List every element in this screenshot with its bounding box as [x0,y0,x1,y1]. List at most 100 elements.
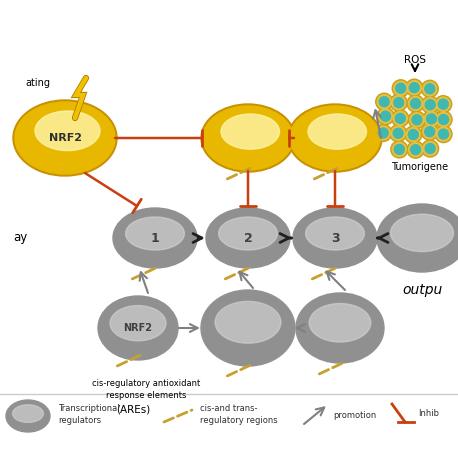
Circle shape [410,113,424,127]
Ellipse shape [308,114,366,149]
Ellipse shape [98,296,178,360]
Text: 1: 1 [151,231,159,245]
Ellipse shape [110,305,166,341]
Ellipse shape [6,400,50,432]
Ellipse shape [206,208,290,268]
Text: Inhib: Inhib [418,409,439,419]
Circle shape [409,82,419,93]
Text: NRF2: NRF2 [124,323,153,333]
Circle shape [422,96,439,113]
Circle shape [406,79,423,96]
Circle shape [426,114,436,124]
Text: ating: ating [25,78,50,88]
Circle shape [390,94,407,111]
Circle shape [375,125,392,142]
Circle shape [412,115,422,125]
Text: cis-and trans-: cis-and trans- [200,404,257,413]
Circle shape [435,111,452,128]
Circle shape [396,83,406,93]
Circle shape [421,80,438,97]
Circle shape [378,128,388,138]
Circle shape [425,127,435,136]
Circle shape [425,84,435,94]
Circle shape [407,81,421,95]
Text: ROS: ROS [404,55,426,65]
Ellipse shape [218,217,278,250]
Ellipse shape [377,204,458,272]
Circle shape [435,125,452,142]
Circle shape [408,130,418,140]
Text: Tumorigene: Tumorigene [392,162,448,172]
Circle shape [392,80,409,97]
Circle shape [391,126,405,140]
Ellipse shape [296,293,384,363]
Ellipse shape [288,104,382,172]
Circle shape [405,126,422,143]
Circle shape [392,96,406,109]
Circle shape [394,98,403,108]
Circle shape [436,97,450,111]
Circle shape [410,98,420,109]
Circle shape [435,96,452,113]
Circle shape [423,125,436,139]
Circle shape [425,143,435,153]
Ellipse shape [201,104,295,172]
Ellipse shape [15,102,115,174]
Circle shape [381,111,391,121]
Circle shape [423,142,437,156]
Circle shape [391,141,408,158]
Circle shape [393,111,407,125]
Ellipse shape [13,405,44,422]
Circle shape [439,114,448,125]
Circle shape [421,123,438,140]
Circle shape [394,144,404,154]
Circle shape [376,93,393,110]
Text: regulatory regions: regulatory regions [200,416,278,425]
Text: 2: 2 [244,231,252,245]
Circle shape [423,82,437,96]
Text: promotion: promotion [333,411,376,420]
Circle shape [422,140,439,157]
Circle shape [425,100,435,110]
Ellipse shape [293,208,377,268]
Circle shape [378,109,393,123]
Circle shape [394,81,408,95]
Ellipse shape [203,106,293,170]
Text: response elements: response elements [106,391,186,399]
Circle shape [409,143,423,157]
Circle shape [438,129,448,139]
Circle shape [423,110,440,127]
Ellipse shape [13,100,117,176]
Circle shape [407,141,424,158]
Circle shape [436,127,451,141]
Circle shape [393,142,406,156]
Circle shape [407,95,424,112]
Circle shape [406,128,420,142]
Text: regulators: regulators [58,416,101,425]
Circle shape [379,97,389,107]
Text: ay: ay [13,231,27,245]
Circle shape [409,97,423,110]
Text: (AREs): (AREs) [116,405,150,415]
Circle shape [436,113,451,126]
Circle shape [425,112,438,126]
Ellipse shape [305,217,365,250]
Text: Transcriptional: Transcriptional [58,404,120,413]
Circle shape [409,111,425,128]
Ellipse shape [391,214,453,251]
Circle shape [395,114,405,123]
Circle shape [392,110,409,127]
Ellipse shape [201,290,295,366]
Circle shape [377,95,391,109]
Circle shape [393,128,403,138]
Text: 3: 3 [331,231,339,245]
Ellipse shape [309,304,371,342]
Ellipse shape [215,301,281,343]
Circle shape [377,108,394,125]
Ellipse shape [221,114,279,149]
Ellipse shape [35,111,100,151]
Ellipse shape [290,106,380,170]
Circle shape [438,99,448,109]
Ellipse shape [113,208,197,268]
Text: NRF2: NRF2 [49,133,82,143]
